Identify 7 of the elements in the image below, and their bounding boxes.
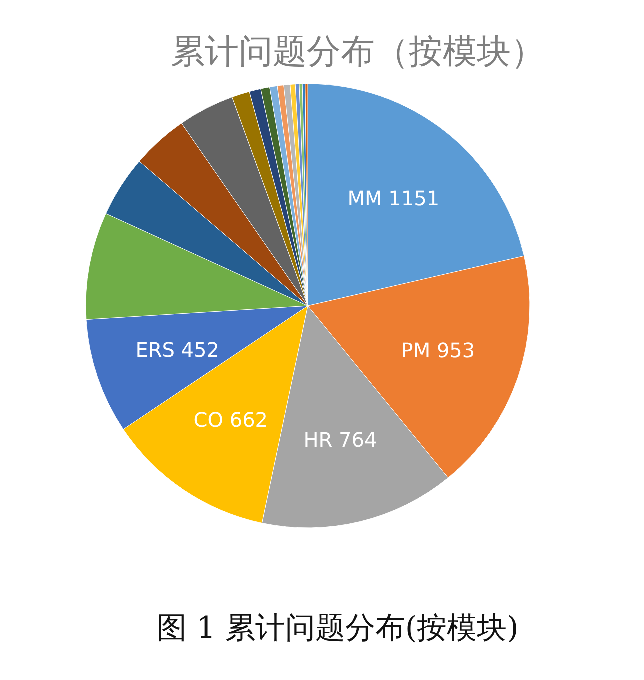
- slice-label: PM 953: [401, 338, 476, 363]
- slice-label: CO 662: [194, 408, 268, 432]
- chart-title: 累计问题分布（按模块）: [171, 32, 545, 72]
- slice-label: ERS 452: [136, 338, 220, 362]
- slice-label: HR 764: [304, 428, 378, 452]
- caption: 图 1 累计问题分布(按模块): [157, 611, 519, 646]
- slice-label: MM 1151: [348, 186, 440, 210]
